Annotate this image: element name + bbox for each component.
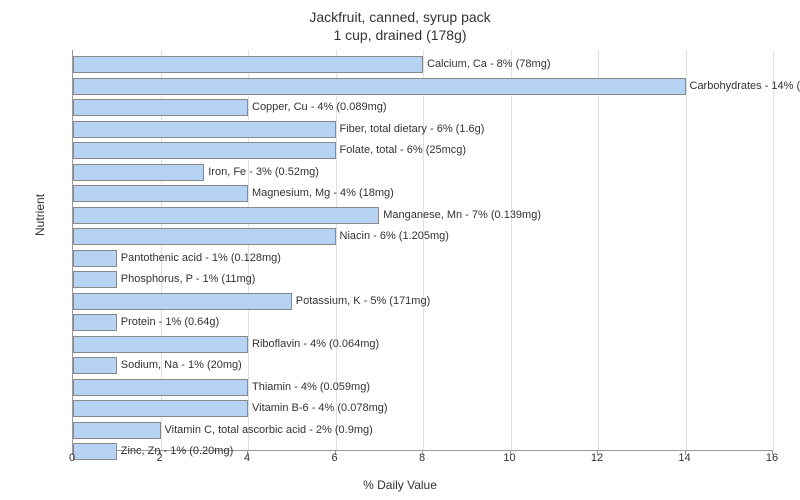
nutrient-bar (73, 250, 117, 267)
nutrient-bar (73, 379, 248, 396)
nutrient-bar-label: Zinc, Zn - 1% (0.20mg) (117, 443, 233, 460)
nutrient-bar (73, 271, 117, 288)
chart-title-line2: 1 cup, drained (178g) (0, 26, 800, 44)
nutrient-bar (73, 400, 248, 417)
nutrient-bar (73, 314, 117, 331)
x-tick-label: 12 (591, 452, 603, 464)
nutrient-bar (73, 207, 379, 224)
x-tick-label: 6 (331, 452, 337, 464)
nutrient-chart: Jackfruit, canned, syrup pack 1 cup, dra… (0, 0, 800, 500)
nutrient-bar-label: Vitamin C, total ascorbic acid - 2% (0.9… (161, 422, 373, 439)
nutrient-bar (73, 185, 248, 202)
chart-title: Jackfruit, canned, syrup pack 1 cup, dra… (0, 0, 800, 44)
nutrient-bar-label: Thiamin - 4% (0.059mg) (248, 379, 370, 396)
nutrient-bar-label: Phosphorus, P - 1% (11mg) (117, 271, 256, 288)
gridline (423, 50, 424, 450)
nutrient-bar-label: Iron, Fe - 3% (0.52mg) (204, 164, 319, 181)
gridline (686, 50, 687, 450)
y-axis-label: Nutrient (33, 194, 47, 236)
gridline (511, 50, 512, 450)
nutrient-bar-label: Magnesium, Mg - 4% (18mg) (248, 185, 394, 202)
x-axis-label: % Daily Value (363, 478, 437, 492)
nutrient-bar-label: Riboflavin - 4% (0.064mg) (248, 336, 379, 353)
nutrient-bar-label: Carbohydrates - 14% (42.61g) (686, 78, 800, 95)
nutrient-bar-label: Fiber, total dietary - 6% (1.6g) (336, 121, 485, 138)
nutrient-bar (73, 142, 336, 159)
nutrient-bar (73, 422, 161, 439)
nutrient-bar-label: Niacin - 6% (1.205mg) (336, 228, 449, 245)
plot-area: Calcium, Ca - 8% (78mg)Carbohydrates - 1… (72, 50, 773, 451)
x-tick-label: 4 (244, 452, 250, 464)
nutrient-bar-label: Sodium, Na - 1% (20mg) (117, 357, 242, 374)
x-tick-label: 10 (503, 452, 515, 464)
nutrient-bar-label: Potassium, K - 5% (171mg) (292, 293, 431, 310)
nutrient-bar (73, 164, 204, 181)
nutrient-bar (73, 99, 248, 116)
x-tick-label: 16 (766, 452, 778, 464)
x-tick-label: 0 (69, 452, 75, 464)
nutrient-bar-label: Manganese, Mn - 7% (0.139mg) (379, 207, 541, 224)
chart-title-line1: Jackfruit, canned, syrup pack (0, 8, 800, 26)
nutrient-bar-label: Calcium, Ca - 8% (78mg) (423, 56, 550, 73)
nutrient-bar (73, 443, 117, 460)
nutrient-bar (73, 293, 292, 310)
nutrient-bar (73, 121, 336, 138)
nutrient-bar (73, 56, 423, 73)
nutrient-bar-label: Copper, Cu - 4% (0.089mg) (248, 99, 387, 116)
x-tick-label: 2 (156, 452, 162, 464)
gridline (773, 50, 774, 450)
nutrient-bar (73, 357, 117, 374)
nutrient-bar (73, 78, 686, 95)
nutrient-bar-label: Vitamin B-6 - 4% (0.078mg) (248, 400, 388, 417)
nutrient-bar-label: Protein - 1% (0.64g) (117, 314, 219, 331)
gridline (598, 50, 599, 450)
x-tick-label: 14 (678, 452, 690, 464)
x-tick-label: 8 (419, 452, 425, 464)
nutrient-bar (73, 228, 336, 245)
nutrient-bar-label: Folate, total - 6% (25mcg) (336, 142, 467, 159)
nutrient-bar-label: Pantothenic acid - 1% (0.128mg) (117, 250, 281, 267)
nutrient-bar (73, 336, 248, 353)
